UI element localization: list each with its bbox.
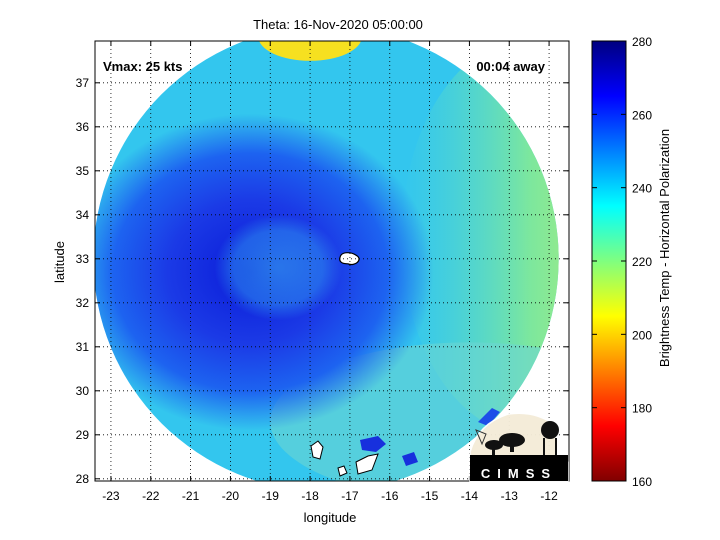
logo-dish-small-stand — [492, 445, 495, 455]
warm-cap — [259, 41, 361, 61]
y-tick-label: 35 — [76, 164, 90, 178]
axes-frame — [94, 40, 570, 482]
warm-east-band — [401, 41, 559, 435]
y-tick-label: 37 — [76, 76, 90, 90]
logo-banner — [470, 455, 568, 481]
x-tick-label: -14 — [461, 489, 479, 503]
y-tick-label: 36 — [76, 120, 90, 134]
cold-cell — [360, 436, 386, 452]
logo-dish-stand — [510, 440, 514, 452]
storm-center-contour — [339, 252, 360, 266]
colorbar-tick-label: 200 — [632, 328, 652, 342]
logo-tower-leg — [543, 438, 545, 458]
x-tick-label: -22 — [142, 489, 160, 503]
y-tick-label: 32 — [76, 296, 90, 310]
grid — [95, 41, 569, 481]
island-outline — [310, 440, 324, 460]
x-tick-label: -20 — [222, 489, 240, 503]
chart-title: Theta: 16-Nov-2020 05:00:00 — [253, 17, 423, 32]
y-tick-label: 28 — [76, 472, 90, 486]
island-outline — [337, 465, 348, 477]
x-tick-label: -13 — [501, 489, 519, 503]
x-tick-label: -21 — [182, 489, 200, 503]
y-axis: 28 29 30 31 32 33 34 35 36 37 — [76, 76, 569, 486]
island-outline — [355, 453, 379, 475]
y-axis-label: latitude — [52, 241, 67, 283]
vmax-label: Vmax: 25 kts — [103, 59, 183, 74]
x-axis-label: longitude — [304, 510, 357, 525]
x-tick-label: -23 — [102, 489, 120, 503]
y-tick-label: 30 — [76, 384, 90, 398]
x-tick-label: -15 — [421, 489, 439, 503]
x-tick-label: -16 — [381, 489, 399, 503]
x-axis: -23 -22 -21 -20 -19 -18 -17 -16 -15 -14 -13 -12 — [102, 41, 558, 503]
logo-tower-leg — [555, 438, 557, 458]
y-tick-label: 33 — [76, 252, 90, 266]
colorbar-tick-label: 240 — [632, 182, 652, 196]
x-tick-label: -18 — [301, 489, 319, 503]
y-tick-label: 31 — [76, 340, 90, 354]
core-inner-texture — [214, 214, 342, 321]
colorbar-tick-label: 220 — [632, 255, 652, 269]
time-away-label: 00:04 away — [476, 59, 545, 74]
logo-text: CIMSS — [481, 466, 557, 481]
colorbar-tick-label: 180 — [632, 402, 652, 416]
colorbar-ticks: 160 180 200 220 240 260 280 — [592, 35, 652, 489]
x-tick-label: -19 — [262, 489, 280, 503]
logo-coast-outline — [475, 429, 487, 446]
coastline — [310, 408, 500, 477]
colorbar-tick-label: 160 — [632, 475, 652, 489]
cold-cell — [402, 452, 418, 466]
y-tick-label: 34 — [76, 208, 90, 222]
colorbar-label: Brightness Temp - Horizontal Polarizatio… — [657, 129, 672, 367]
logo-tower-tank-icon — [541, 421, 559, 439]
cimss-logo: CIMSS — [469, 412, 569, 482]
cold-cell — [478, 408, 500, 426]
colorbar-tick-label: 280 — [632, 35, 652, 49]
colorbar-tick-label: 260 — [632, 108, 652, 122]
x-tick-label: -12 — [540, 489, 558, 503]
colorbar — [591, 40, 627, 482]
x-tick-label: -17 — [341, 489, 359, 503]
y-tick-label: 29 — [76, 428, 90, 442]
